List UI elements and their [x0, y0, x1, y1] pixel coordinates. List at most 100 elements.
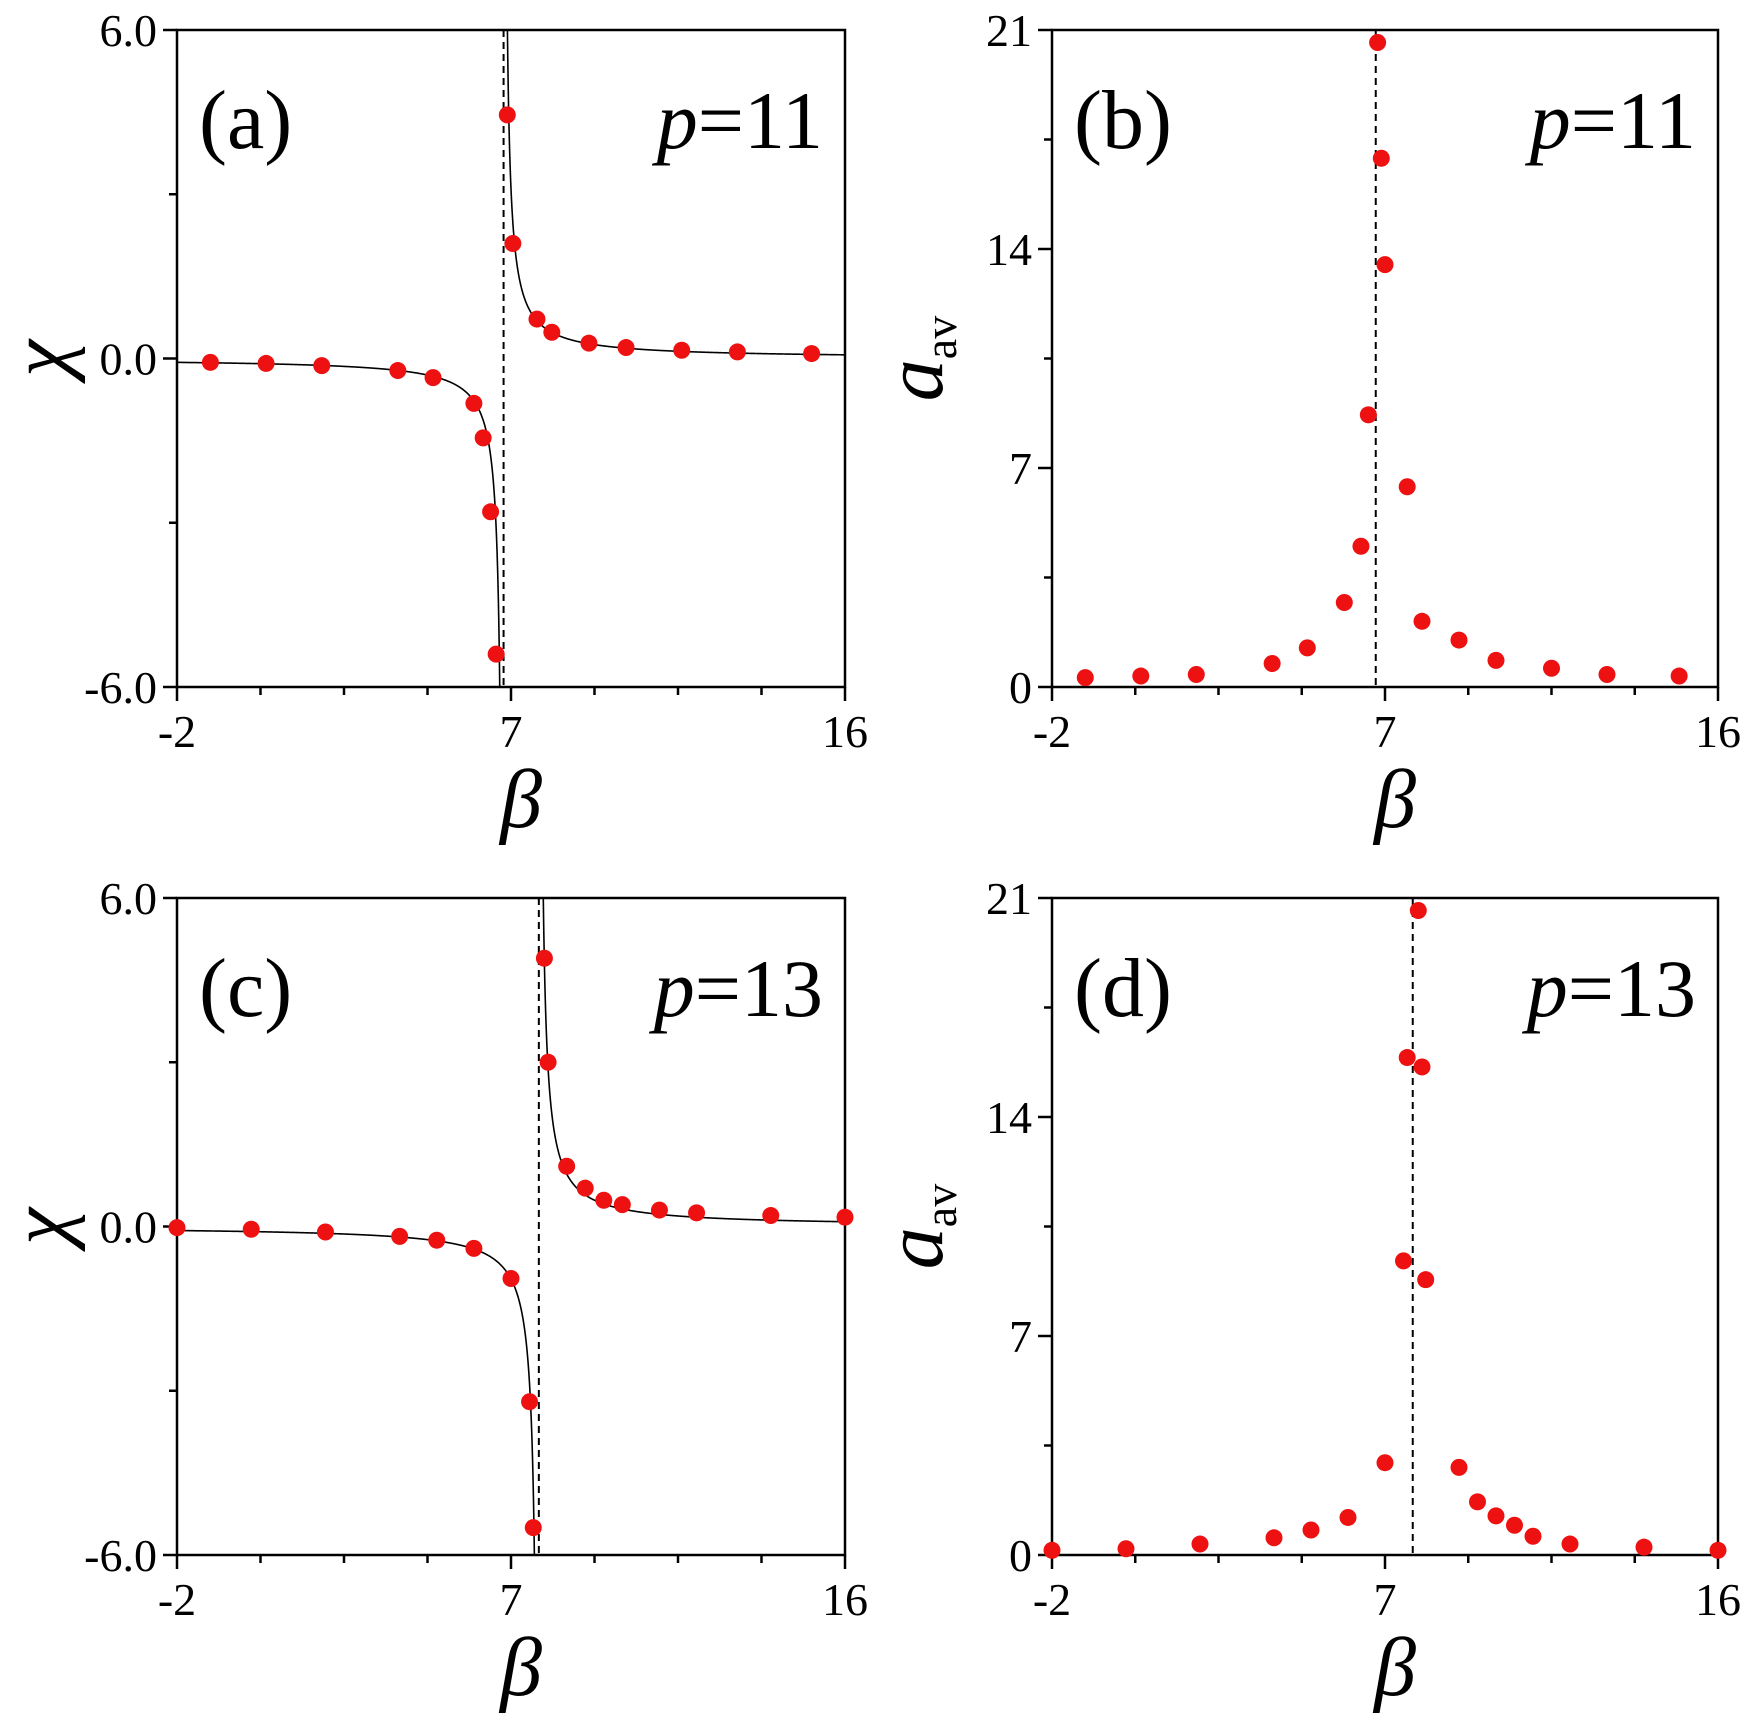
data-point — [1450, 1458, 1468, 1476]
data-point — [1450, 631, 1468, 649]
y-axis-subscript: av — [915, 1184, 966, 1227]
data-point — [1469, 1493, 1486, 1511]
data-point — [465, 394, 483, 412]
y-tick-label: 7 — [1009, 1311, 1032, 1362]
data-point — [1543, 659, 1560, 677]
data-point — [504, 235, 522, 253]
y-axis-symbol: a — [868, 1227, 961, 1269]
data-point — [1352, 537, 1370, 555]
y-tick-label: 7 — [1009, 443, 1032, 494]
data-point — [1670, 667, 1688, 685]
data-point — [728, 343, 746, 361]
data-point — [762, 1207, 780, 1225]
data-point — [558, 1157, 576, 1175]
parameter-value: =13 — [695, 943, 823, 1034]
panel-c: -2 7 16 -6.0 0.0 6.0 β χ (c) p=13 — [0, 873, 868, 1714]
parameter-symbol: p — [649, 943, 695, 1034]
data-point — [617, 339, 635, 357]
y-axis-symbol: a — [868, 359, 961, 401]
x-tick-label: 7 — [1374, 706, 1397, 757]
data-point — [201, 353, 219, 371]
parameter-symbol: p — [1525, 75, 1571, 166]
x-axis-label: β — [1372, 1621, 1416, 1714]
data-point — [1398, 1049, 1416, 1067]
data-point — [1635, 1538, 1653, 1556]
data-point — [1043, 1541, 1061, 1559]
y-tick-label: 0.0 — [100, 334, 158, 385]
data-point — [803, 345, 821, 363]
data-point — [1395, 1252, 1412, 1270]
y-tick-label: 14 — [986, 1092, 1032, 1143]
data-point — [1487, 651, 1505, 669]
fit-curve-right-branch — [506, 30, 845, 356]
y-tick-label: 21 — [986, 873, 1032, 924]
parameter-label: p=11 — [1525, 75, 1696, 166]
y-tick-label: 0 — [1009, 1530, 1032, 1581]
data-point — [1265, 1529, 1283, 1547]
data-point — [1413, 612, 1431, 630]
fit-curve-left-branch — [177, 361, 501, 687]
data-point — [521, 1393, 539, 1411]
panel-b: -2 7 16 0 7 14 21 β aav (b) p=11 — [868, 5, 1741, 846]
panel-label: (d) — [1074, 942, 1172, 1035]
data-point — [1302, 1521, 1320, 1539]
data-point — [242, 1220, 260, 1238]
x-tick-label: 7 — [1374, 1574, 1397, 1625]
fit-curve-left-branch — [177, 1229, 536, 1555]
y-tick-label: -6.0 — [84, 1530, 157, 1581]
data-point — [424, 369, 442, 387]
data-point — [498, 106, 516, 124]
data-point — [1413, 1058, 1431, 1076]
data-point — [313, 357, 331, 375]
panel-d: -2 7 16 0 7 14 21 β aav (d) p=13 — [868, 873, 1741, 1714]
data-point — [1339, 1508, 1357, 1526]
data-point — [580, 334, 598, 352]
y-tick-label: 21 — [986, 5, 1032, 56]
data-point — [528, 310, 546, 328]
data-point — [1132, 667, 1150, 685]
data-point — [1191, 1535, 1209, 1553]
x-tick-label: -2 — [1033, 706, 1071, 757]
x-tick-label: -2 — [1033, 1574, 1071, 1625]
panel-label: (a) — [199, 74, 292, 167]
parameter-value: =13 — [1568, 943, 1696, 1034]
y-axis-label: aav — [868, 316, 966, 401]
parameter-label: p=13 — [1522, 943, 1696, 1034]
x-tick-label: 16 — [822, 706, 868, 757]
data-point — [487, 645, 505, 663]
data-point — [650, 1201, 668, 1219]
y-axis-label: χ — [0, 338, 86, 384]
data-point — [257, 354, 275, 372]
data-point — [316, 1223, 334, 1241]
x-tick-label: -2 — [158, 1574, 196, 1625]
data-point — [465, 1239, 483, 1257]
data-point — [836, 1208, 854, 1226]
data-point — [543, 323, 561, 341]
y-tick-label: 14 — [986, 224, 1032, 275]
data-point — [576, 1179, 594, 1197]
y-tick-label: 6.0 — [100, 5, 158, 56]
x-axis-label: β — [498, 753, 542, 846]
data-point — [1506, 1516, 1523, 1534]
x-tick-label: 16 — [1695, 706, 1741, 757]
data-point — [673, 341, 691, 359]
y-axis-symbol: χ — [0, 1206, 86, 1252]
y-tick-label: -6.0 — [84, 662, 157, 713]
data-point — [1187, 665, 1205, 683]
data-point — [1376, 1454, 1394, 1472]
data-point — [595, 1191, 613, 1209]
data-point — [474, 429, 492, 447]
y-axis-symbol: χ — [0, 338, 86, 384]
data-point — [391, 1227, 409, 1245]
data-point — [1409, 902, 1427, 920]
data-point — [482, 503, 500, 521]
data-point — [502, 1270, 520, 1288]
data-point — [688, 1204, 706, 1222]
parameter-label: p=11 — [652, 75, 823, 166]
data-point — [1117, 1540, 1135, 1558]
data-point — [539, 1053, 557, 1071]
data-point — [613, 1196, 631, 1214]
data-point — [1417, 1271, 1435, 1289]
parameter-symbol: p — [1522, 943, 1568, 1034]
data-point — [535, 949, 553, 967]
